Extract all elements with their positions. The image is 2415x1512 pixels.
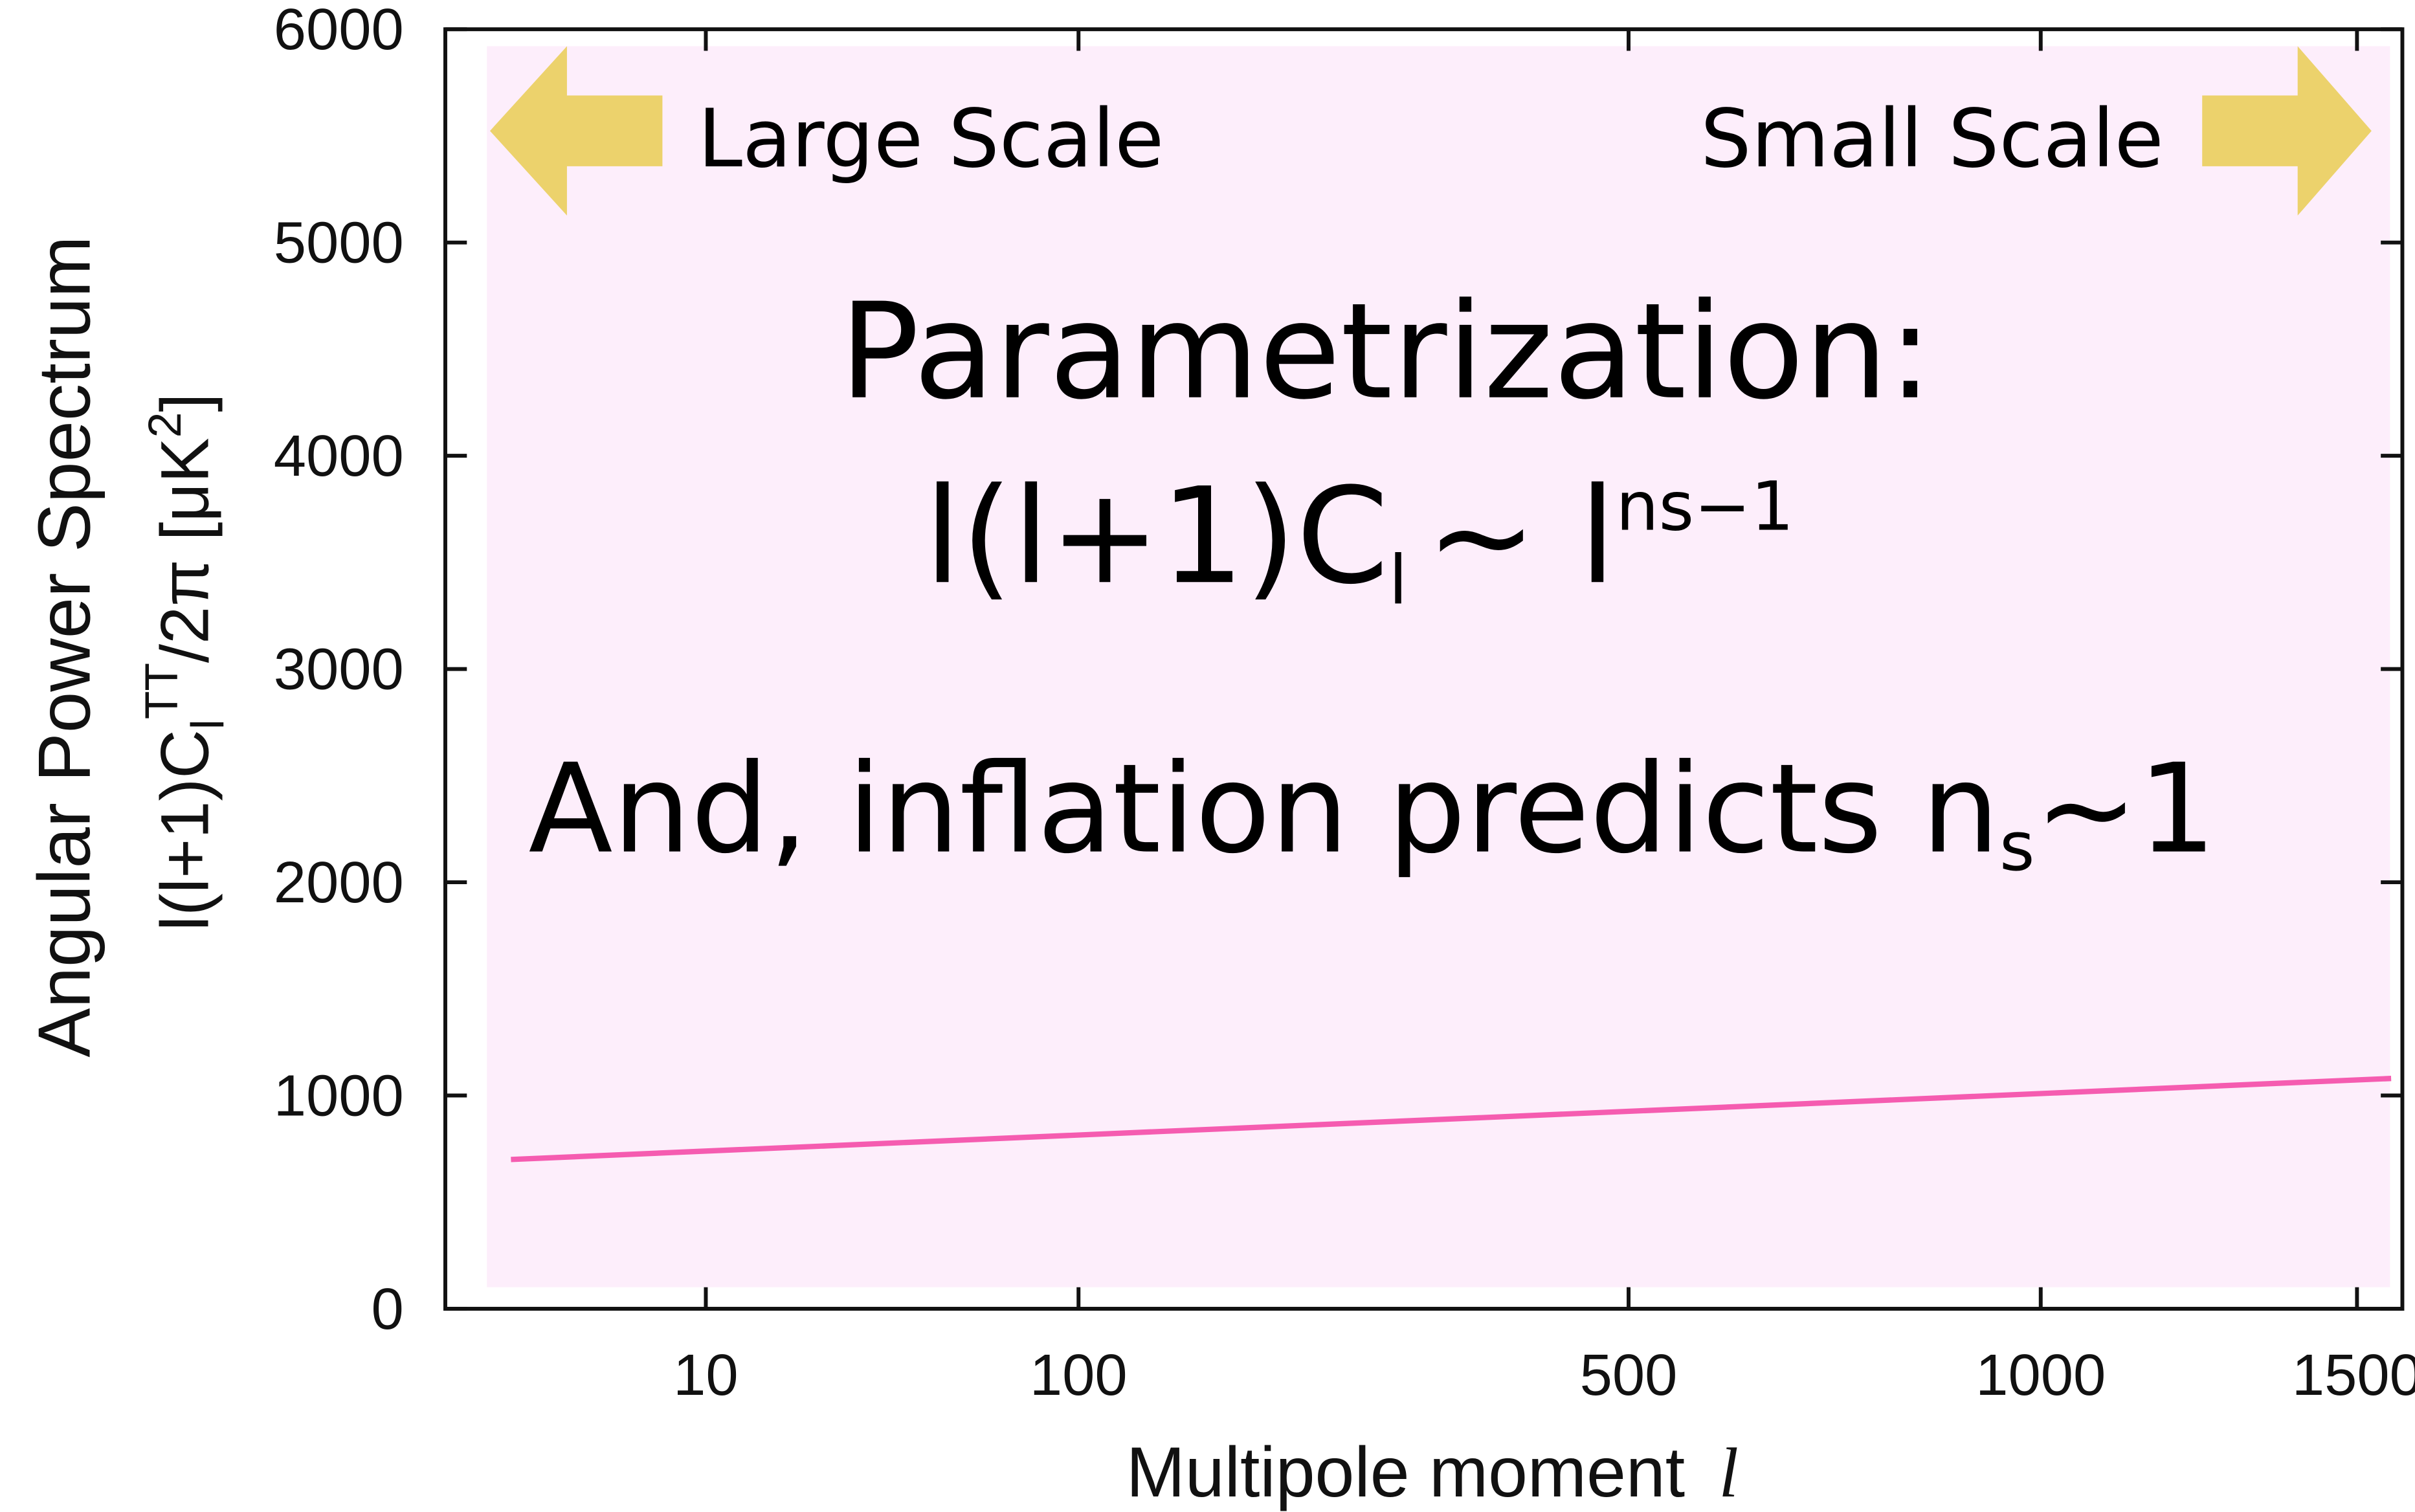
left-arrow bbox=[489, 46, 663, 216]
plot-background bbox=[487, 46, 2390, 1287]
heading: Parametrization: bbox=[840, 275, 1933, 429]
formula: l(l+1)Cl ~ lns−1 bbox=[924, 460, 1794, 619]
x-axis-label: Multipole moment l bbox=[1126, 1433, 1739, 1512]
formula-superscript: ns−1 bbox=[1616, 467, 1794, 546]
y-label-part: /2π [μK bbox=[148, 438, 223, 663]
prediction-part: And, inflation predicts n bbox=[528, 737, 1999, 880]
right-arrow bbox=[2202, 46, 2372, 216]
large-scale-label: Large Scale bbox=[698, 93, 1164, 186]
plot-background-group bbox=[487, 46, 2390, 1287]
formula-subscript: l bbox=[1388, 540, 1407, 619]
prediction-subscript: s bbox=[1999, 807, 2035, 886]
formula-part: l(l+1)C bbox=[924, 460, 1389, 614]
y-tick-label: 3000 bbox=[274, 637, 404, 702]
x-tick-label: 1500 bbox=[2292, 1342, 2415, 1408]
y-label-part: ] bbox=[148, 394, 223, 412]
line-series bbox=[511, 1076, 2392, 1162]
y-tick-label: 5000 bbox=[274, 210, 404, 276]
y-label-superscript: 2 bbox=[139, 412, 191, 438]
y-tick-label: 0 bbox=[371, 1276, 403, 1342]
y-label-subscript: l bbox=[182, 719, 234, 729]
prediction: And, inflation predicts ns~1 bbox=[528, 737, 2216, 886]
x-tick-label: 500 bbox=[1580, 1342, 1678, 1408]
y-axis-label-formula: l(l+1)ClTT/2π [μK2] bbox=[136, 394, 234, 931]
small-scale-label: Small Scale bbox=[1700, 93, 2164, 186]
x-tick-label: 1000 bbox=[1975, 1342, 2106, 1408]
prediction-part: ~1 bbox=[2035, 737, 2217, 880]
x-axis-symbol: l bbox=[1719, 1433, 1738, 1512]
y-tick-label: 2000 bbox=[274, 850, 404, 915]
x-tick-label: 100 bbox=[1030, 1342, 1128, 1408]
formula-part: ~ l bbox=[1426, 460, 1616, 614]
y-label-superscript: TT bbox=[136, 663, 188, 719]
y-label-part: l(l+1)C bbox=[148, 729, 223, 931]
y-tick-label: 6000 bbox=[274, 0, 404, 62]
x-tick-label: 10 bbox=[673, 1342, 739, 1408]
y-tick-label: 4000 bbox=[274, 423, 404, 489]
y-tick-label: 1000 bbox=[274, 1063, 404, 1128]
x-axis-label-text: Multipole moment bbox=[1126, 1433, 1685, 1512]
y-axis-label: Angular Power Spectrum bbox=[23, 236, 106, 1058]
